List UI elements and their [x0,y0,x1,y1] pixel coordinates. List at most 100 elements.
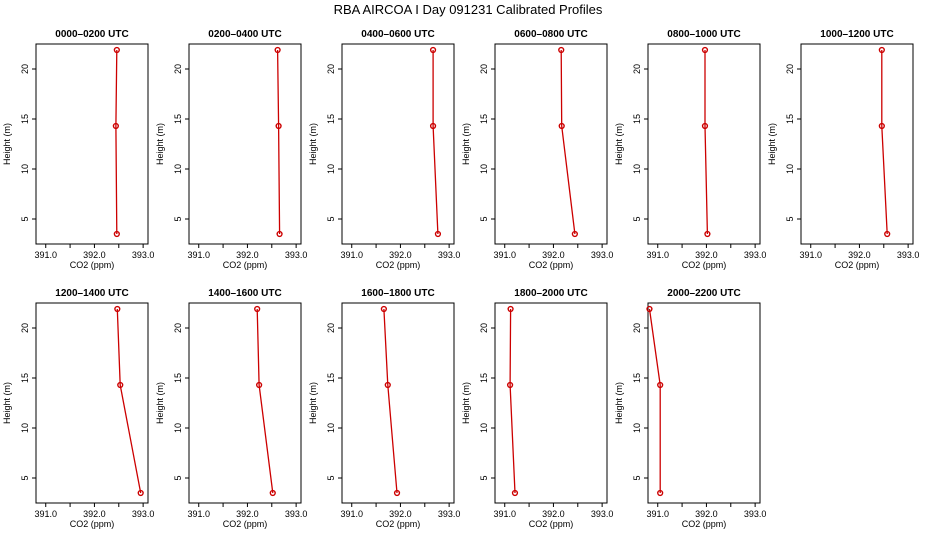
y-axis-label: Height (m) [2,382,12,424]
x-tick-label: 393.0 [591,509,614,519]
plot-frame [35,302,149,504]
chart-title: 2000–2200 UTC [667,288,740,299]
data-point [429,122,437,130]
y-axis-label: Height (m) [767,123,777,165]
y-tick-label: 15 [173,373,183,383]
series-line [116,308,142,494]
y-tick-label: 20 [173,64,183,74]
x-tick-label: 391.0 [340,509,363,519]
x-tick-label: 392.0 [83,250,106,260]
chart-panel: 1800–2000 UTC 391.0 392.0 393.0 5 10 15 20 CO2 (… [461,288,613,529]
data-point [275,122,282,130]
x-tick-label: 392.0 [236,509,259,519]
y-tick-label: 20 [20,323,30,333]
y-tick-label: 5 [479,216,489,221]
series-line [560,49,576,235]
y-tick-label: 5 [173,216,183,221]
plot-frame [494,43,608,245]
y-tick-label: 20 [326,323,336,333]
y-tick-label: 5 [326,216,336,221]
y-tick-label: 15 [479,373,489,383]
y-axis-label: Height (m) [2,123,12,165]
x-axis-label: CO2 (ppm) [682,260,727,270]
y-tick-label: 10 [785,164,795,174]
x-tick-label: 391.0 [646,250,669,260]
x-axis-label: CO2 (ppm) [223,519,268,529]
x-tick-label: 392.0 [848,250,871,260]
chart-title: 0600–0800 UTC [514,29,587,40]
series-line [276,49,281,235]
data-point [511,489,519,497]
y-tick-label: 15 [20,114,30,124]
x-tick-label: 392.0 [542,509,565,519]
x-axis-label: CO2 (ppm) [529,519,574,529]
x-tick-label: 391.0 [493,250,516,260]
y-tick-label: 10 [20,423,30,433]
data-point [429,46,437,54]
plot-frame [35,43,149,245]
x-tick-label: 393.0 [897,250,920,260]
x-tick-label: 391.0 [187,509,210,519]
x-tick-label: 393.0 [438,509,461,519]
main-title: RBA AIRCOA I Day 091231 Calibrated Profi… [333,2,603,17]
y-tick-label: 15 [173,114,183,124]
data-point [646,305,653,313]
data-point [114,305,121,313]
plot-frame [188,302,302,504]
plot-frame [341,302,455,504]
y-tick-label: 10 [632,423,642,433]
y-tick-label: 5 [20,216,30,221]
chart-title: 0400–0600 UTC [361,29,434,40]
y-tick-label: 10 [326,164,336,174]
chart-panel: 1600–1800 UTC 391.0 392.0 393.0 5 10 15 20 CO2 (… [308,288,460,529]
data-point [884,230,891,238]
plot-frame [188,43,302,245]
chart-title: 1600–1800 UTC [361,288,434,299]
series-line [115,49,118,235]
chart-panel: 0600–0800 UTC 391.0 392.0 393.0 5 10 15 20 CO2 (… [461,29,613,270]
x-tick-label: 392.0 [542,250,565,260]
data-point [137,489,144,497]
series-line [383,308,398,494]
data-point [657,381,664,389]
y-tick-label: 5 [632,216,642,221]
data-point [380,305,387,313]
x-axis-label: CO2 (ppm) [835,260,880,270]
data-point [117,381,124,389]
plot-frame [341,43,455,245]
y-tick-label: 10 [632,164,642,174]
data-point [269,489,276,497]
plot-frame [647,302,761,504]
data-point [701,122,709,130]
y-tick-label: 15 [326,114,336,124]
data-point [276,230,283,238]
x-tick-label: 392.0 [695,509,718,519]
y-axis-label: Height (m) [614,123,624,165]
x-tick-label: 393.0 [285,509,308,519]
plot-frame [800,43,914,245]
x-axis-label: CO2 (ppm) [223,260,268,270]
data-point [384,381,391,389]
x-tick-label: 391.0 [34,509,57,519]
y-axis-label: Height (m) [155,123,165,165]
y-axis-label: Height (m) [308,123,318,165]
y-axis-label: Height (m) [461,382,471,424]
y-tick-label: 10 [326,423,336,433]
x-axis-label: CO2 (ppm) [376,260,421,270]
y-tick-label: 10 [173,164,183,174]
x-tick-label: 392.0 [389,250,412,260]
y-tick-label: 20 [632,323,642,333]
chart-title: 1400–1600 UTC [208,288,281,299]
x-tick-label: 391.0 [799,250,822,260]
chart-title: 0000–0200 UTC [55,29,128,40]
y-tick-label: 20 [479,323,489,333]
data-point [878,46,885,54]
data-point [113,230,120,238]
x-tick-label: 392.0 [83,509,106,519]
chart-title: 1000–1200 UTC [820,29,893,40]
y-tick-label: 10 [479,423,489,433]
y-axis-label: Height (m) [461,123,471,165]
x-axis-label: CO2 (ppm) [70,260,115,270]
data-point [256,381,263,389]
